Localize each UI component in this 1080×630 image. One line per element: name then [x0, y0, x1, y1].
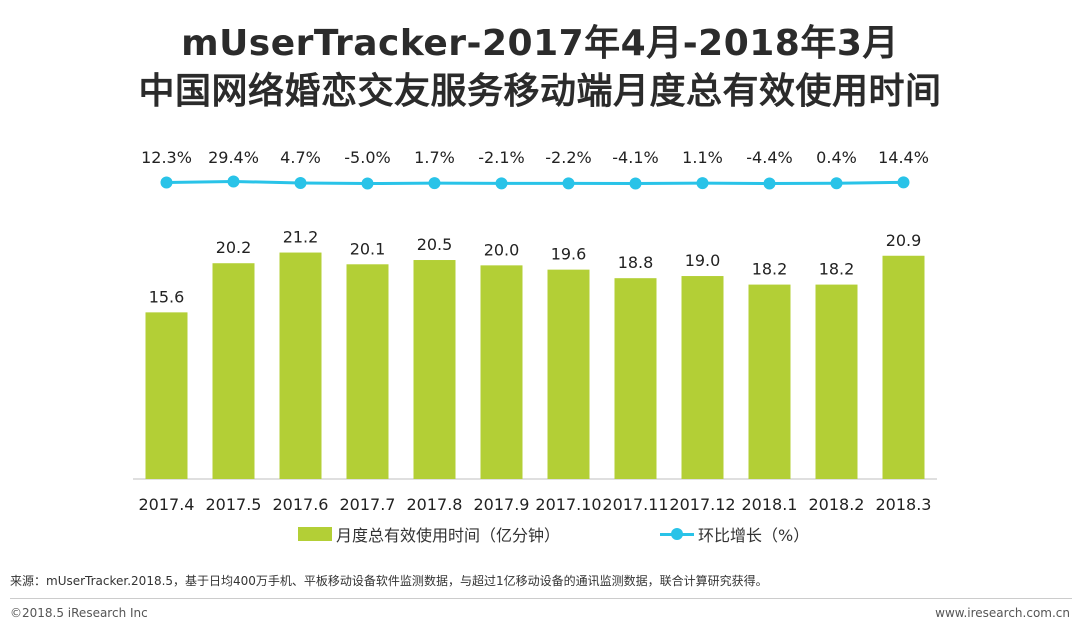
bar-value-label: 20.2 — [216, 238, 252, 257]
growth-value-label: -2.2% — [545, 148, 591, 167]
growth-value-label: 1.1% — [682, 148, 723, 167]
growth-line — [166, 179, 904, 186]
bar-value-label: 15.6 — [149, 287, 185, 306]
bar-value-label: 18.2 — [752, 260, 788, 279]
growth-point — [629, 177, 642, 190]
growth-value-label: -4.4% — [746, 148, 792, 167]
bar-value-label: 20.5 — [417, 235, 453, 254]
bar — [882, 255, 925, 479]
chart-area: 15.6 2017.4 20.2 2017.5 21.2 2017.6 20.1 2017.7… — [133, 148, 937, 514]
x-tick-label: 2018.1 — [742, 495, 798, 514]
legend-bar-label: 月度总有效使用时间（亿分钟） — [336, 526, 561, 545]
growth-value-label: -4.1% — [612, 148, 658, 167]
legend-bar-swatch — [298, 527, 332, 541]
growth-point — [294, 176, 307, 189]
chart-title-line2: 中国网络婚恋交友服务移动端月度总有效使用时间 — [138, 71, 942, 112]
legend-line-label: 环比增长（%） — [698, 526, 810, 545]
growth-value-label: 4.7% — [280, 148, 321, 167]
x-tick-label: 2017.9 — [474, 495, 530, 514]
bar-value-label: 18.2 — [819, 260, 855, 279]
x-tick-label: 2017.8 — [407, 495, 463, 514]
footer-divider — [10, 598, 1072, 599]
bar — [145, 312, 188, 479]
bar — [547, 269, 590, 479]
bar — [748, 284, 791, 479]
growth-point — [897, 176, 910, 189]
growth-point — [227, 175, 240, 188]
bar — [212, 263, 255, 479]
bar-value-label: 20.1 — [350, 239, 386, 258]
bar — [614, 278, 657, 479]
x-tick-label: 2017.5 — [206, 495, 262, 514]
x-tick-label: 2018.2 — [809, 495, 865, 514]
growth-value-label: 1.7% — [414, 148, 455, 167]
x-tick-label: 2017.7 — [340, 495, 396, 514]
website-text: www.iresearch.com.cn — [935, 606, 1070, 620]
legend-line-swatch — [660, 527, 694, 541]
bar — [346, 264, 389, 479]
bar — [413, 260, 456, 479]
growth-point — [160, 176, 173, 189]
bar — [681, 276, 724, 479]
growth-value-label: -5.0% — [344, 148, 390, 167]
growth-point — [696, 177, 709, 190]
growth-value-label: 0.4% — [816, 148, 857, 167]
growth-value-label: -2.1% — [478, 148, 524, 167]
x-tick-label: 2017.6 — [273, 495, 329, 514]
x-tick-label: 2017.12 — [669, 495, 735, 514]
growth-value-label: 12.3% — [141, 148, 192, 167]
bar-value-label: 19.6 — [551, 245, 587, 264]
growth-value-label: 14.4% — [878, 148, 929, 167]
chart-title-line1: mUserTracker-2017年4月-2018年3月 — [181, 23, 899, 64]
legend-item-bar: 月度总有效使用时间（亿分钟） — [298, 523, 560, 545]
bar-value-label: 20.9 — [886, 231, 922, 250]
source-note: 来源：mUserTracker.2018.5，基于日均400万手机、平板移动设备… — [10, 574, 768, 588]
bar-value-label: 21.2 — [283, 228, 319, 247]
growth-point — [361, 177, 374, 190]
growth-point — [495, 177, 508, 190]
x-tick-label: 2018.3 — [876, 495, 932, 514]
bar-value-label: 20.0 — [484, 240, 520, 259]
growth-point — [763, 177, 776, 190]
bar-value-label: 18.8 — [618, 253, 654, 272]
bar — [279, 252, 322, 479]
x-tick-label: 2017.11 — [602, 495, 668, 514]
x-tick-label: 2017.4 — [139, 495, 195, 514]
legend-item-line: 环比增长（%） — [660, 523, 809, 545]
bar — [480, 265, 523, 479]
bar — [815, 284, 858, 479]
bar-value-label: 19.0 — [685, 251, 721, 270]
growth-point — [830, 177, 843, 190]
growth-value-label: 29.4% — [208, 148, 259, 167]
x-tick-label: 2017.10 — [535, 495, 601, 514]
copyright-text: ©2018.5 iResearch Inc — [10, 606, 148, 620]
growth-point — [428, 177, 441, 190]
growth-point — [562, 177, 575, 190]
